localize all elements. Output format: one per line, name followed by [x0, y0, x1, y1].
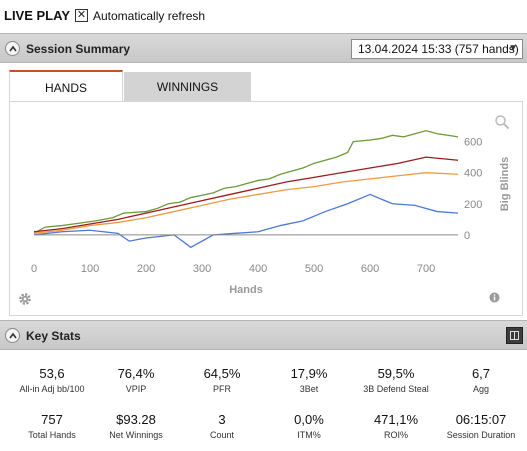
- stat-value: 64,5%: [203, 366, 241, 381]
- stat-value: 17,9%: [290, 366, 328, 381]
- stat-label: ROI%: [383, 430, 408, 440]
- columns-icon: [510, 331, 519, 340]
- y-tick-label: 600: [464, 137, 482, 149]
- stat-label: Count: [209, 430, 235, 440]
- stat-3b-defend-steal: 59,5% 3B Defend Steal: [352, 366, 440, 394]
- stat-label: VPIP: [125, 384, 147, 394]
- y-tick-label: 400: [464, 168, 482, 180]
- y-tick-label: 200: [464, 199, 482, 211]
- stat-label: All-in Adj bb/100: [19, 384, 85, 394]
- x-tick-label: 700: [417, 263, 435, 275]
- chevron-up-icon: [9, 45, 17, 52]
- x-tick-label: 500: [305, 263, 323, 275]
- series-line-3: [33, 172, 459, 234]
- tab-winnings[interactable]: WINNINGS: [124, 72, 251, 102]
- x-tick-label: 400: [249, 263, 267, 275]
- stat-label: Session Duration: [446, 430, 516, 440]
- stat-value: $93.28: [116, 412, 156, 427]
- stat-net-winnings: $93.28 Net Winnings: [92, 412, 180, 440]
- x-axis-label: Hands: [229, 284, 263, 296]
- stat-value: 59,5%: [377, 366, 415, 381]
- stat-count: 3 Count: [178, 412, 266, 440]
- auto-refresh-checkbox[interactable]: ✕: [75, 9, 88, 22]
- series-line-1: [33, 129, 459, 234]
- stat-vpip: 76,4% VPIP: [92, 366, 180, 394]
- stat-value: 53,6: [39, 366, 65, 381]
- session-summary-title: Session Summary: [26, 42, 131, 56]
- key-stats-grid: 53,6 All-in Adj bb/100 76,4% VPIP 64,5% …: [0, 352, 527, 451]
- x-tick-label: 200: [137, 263, 155, 275]
- stat-itm: 0,0% ITM%: [265, 412, 353, 440]
- x-tick-label: 300: [193, 263, 211, 275]
- stat-value: 6,7: [471, 366, 491, 381]
- key-stats-title: Key Stats: [26, 329, 81, 343]
- chevron-up-icon: [9, 332, 17, 339]
- live-play-title: LIVE PLAY: [4, 8, 70, 23]
- chart-panel: 0 100 200 300 400 500 600 700 0 200 400 600 Hands …: [9, 101, 523, 316]
- stat-label: Net Winnings: [109, 430, 163, 440]
- session-summary-header: Session Summary 13.04.2024 15:33 (757 ha…: [0, 33, 527, 63]
- stat-label: ITM%: [297, 430, 321, 440]
- collapse-session-summary-button[interactable]: [5, 41, 20, 56]
- x-tick-label: 100: [81, 263, 99, 275]
- stat-label: PFR: [213, 384, 231, 394]
- stat-allin-adj: 53,6 All-in Adj bb/100: [8, 366, 96, 394]
- gear-icon[interactable]: [18, 292, 32, 306]
- key-stats-header: Key Stats: [0, 320, 527, 350]
- zoom-icon[interactable]: [494, 114, 510, 130]
- session-select-value: 13.04.2024 15:33 (757 hands): [358, 42, 519, 56]
- stat-agg: 6,7 Agg: [437, 366, 525, 394]
- stat-value: 06:15:07: [455, 412, 507, 427]
- stat-value: 0,0%: [294, 412, 324, 427]
- stat-label: 3B Defend Steal: [363, 384, 429, 394]
- stat-label: Total Hands: [28, 430, 76, 440]
- x-tick-label: 600: [361, 263, 379, 275]
- layout-toggle-button[interactable]: [506, 327, 523, 344]
- y-axis-label: Big Blinds: [499, 157, 511, 211]
- stat-roi: 471,1% ROI%: [352, 412, 440, 440]
- stat-value: 471,1%: [373, 412, 419, 427]
- auto-refresh-label[interactable]: Automatically refresh: [93, 9, 206, 23]
- stat-value: 76,4%: [117, 366, 155, 381]
- stat-3bet: 17,9% 3Bet: [265, 366, 353, 394]
- chevron-down-icon: ▼: [508, 43, 518, 54]
- stat-label: 3Bet: [299, 384, 319, 394]
- top-bar: LIVE PLAY ✕ Automatically refresh: [0, 0, 527, 32]
- stat-value: 3: [218, 412, 226, 427]
- stat-value: 757: [41, 412, 63, 427]
- session-select[interactable]: 13.04.2024 15:33 (757 hands) ▼: [351, 39, 523, 59]
- series-line-2: [33, 156, 459, 233]
- stat-pfr: 64,5% PFR: [178, 366, 266, 394]
- collapse-key-stats-button[interactable]: [5, 328, 20, 343]
- info-icon[interactable]: [489, 292, 500, 303]
- y-tick-label: 0: [464, 230, 470, 242]
- stat-label: Agg: [472, 384, 489, 394]
- stat-total-hands: 757 Total Hands: [8, 412, 96, 440]
- tab-hands[interactable]: HANDS: [9, 70, 123, 102]
- x-tick-label: 0: [31, 263, 37, 275]
- stat-session-duration: 06:15:07 Session Duration: [437, 412, 525, 440]
